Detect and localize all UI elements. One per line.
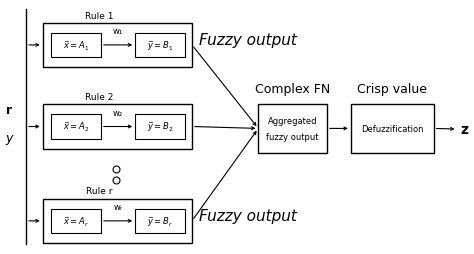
FancyBboxPatch shape — [135, 34, 185, 58]
Text: $\vec{y} = B_1$: $\vec{y} = B_1$ — [147, 39, 173, 53]
Text: Fuzzy output: Fuzzy output — [199, 209, 297, 223]
Text: $\vec{y} = B_r$: $\vec{y} = B_r$ — [147, 214, 173, 228]
Text: Rule 1: Rule 1 — [85, 11, 114, 20]
Text: Rule 2: Rule 2 — [85, 93, 114, 102]
FancyBboxPatch shape — [43, 199, 192, 243]
Text: r: r — [6, 104, 12, 117]
Text: Fuzzy output: Fuzzy output — [199, 33, 297, 48]
Text: w₁: w₁ — [113, 27, 123, 36]
FancyBboxPatch shape — [43, 105, 192, 149]
Text: Crisp value: Crisp value — [356, 82, 427, 95]
Text: y: y — [6, 132, 13, 145]
FancyBboxPatch shape — [135, 209, 185, 233]
Text: wᵣ: wᵣ — [113, 202, 123, 211]
FancyBboxPatch shape — [51, 209, 101, 233]
Text: fuzzy output: fuzzy output — [266, 132, 319, 141]
FancyBboxPatch shape — [51, 34, 101, 58]
FancyBboxPatch shape — [51, 115, 101, 139]
FancyBboxPatch shape — [351, 104, 434, 154]
FancyBboxPatch shape — [43, 23, 192, 68]
Text: Complex FN: Complex FN — [255, 82, 330, 95]
Text: $\mathbf{z}$: $\mathbf{z}$ — [460, 123, 469, 136]
Text: $\vec{x} = A_r$: $\vec{x} = A_r$ — [63, 214, 89, 228]
Text: Aggregated: Aggregated — [268, 117, 318, 126]
FancyBboxPatch shape — [135, 115, 185, 139]
Text: $\vec{x} = A_2$: $\vec{x} = A_2$ — [63, 120, 89, 134]
Text: $\vec{x} = A_1$: $\vec{x} = A_1$ — [63, 39, 89, 52]
Text: w₂: w₂ — [113, 108, 123, 117]
Text: Defuzzification: Defuzzification — [361, 124, 423, 133]
Text: $\vec{y} = B_2$: $\vec{y} = B_2$ — [147, 120, 173, 134]
Text: Rule r: Rule r — [86, 187, 113, 196]
FancyBboxPatch shape — [258, 104, 327, 154]
